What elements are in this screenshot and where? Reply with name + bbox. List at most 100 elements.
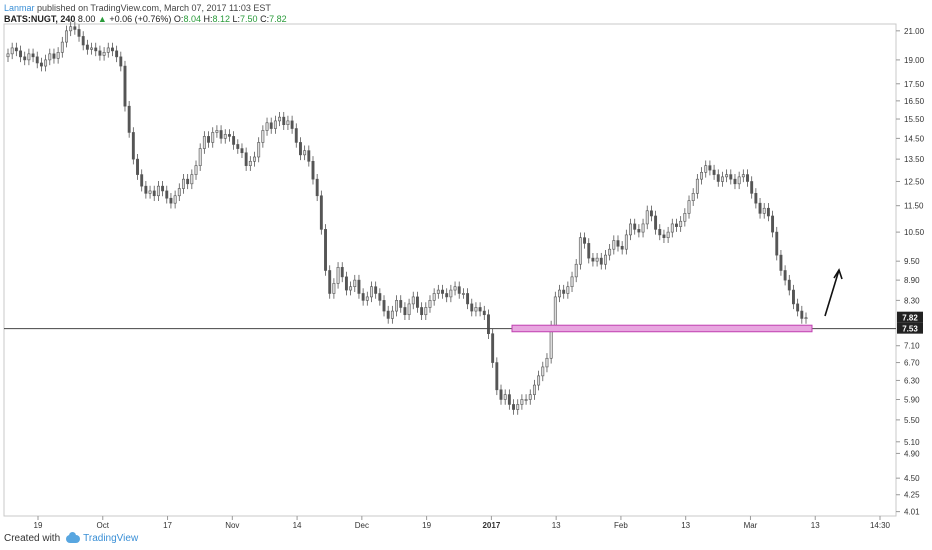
candle-body xyxy=(415,296,419,308)
candle-body xyxy=(194,165,198,175)
price-tick-label: 5.90 xyxy=(904,395,920,404)
candle-body xyxy=(624,234,628,250)
candle-body xyxy=(123,65,127,107)
candle-body xyxy=(662,234,666,238)
price-tick-label: 8.30 xyxy=(904,296,920,305)
candle-body xyxy=(587,243,591,259)
candle-body xyxy=(487,314,490,335)
candle-body xyxy=(173,195,177,204)
time-tick-label: 2017 xyxy=(482,521,500,530)
price-tick-label: 4.01 xyxy=(904,508,920,517)
candle-body xyxy=(257,142,261,158)
candle-body xyxy=(741,174,745,178)
candle-body xyxy=(56,52,60,59)
open-value: 8.04 xyxy=(183,14,201,24)
candle-body xyxy=(152,190,156,197)
candle-body xyxy=(758,202,762,214)
candle-body xyxy=(282,116,286,125)
candle-body xyxy=(411,296,415,305)
candle-body xyxy=(499,389,503,400)
candle-body xyxy=(725,174,729,178)
candle-body xyxy=(733,178,737,185)
candle-body xyxy=(278,116,282,122)
candle-body xyxy=(633,223,637,230)
candle-body xyxy=(457,286,461,294)
candle-body xyxy=(520,399,524,405)
last-price: 8.00 xyxy=(77,14,96,24)
price-tick-label: 15.50 xyxy=(904,115,925,124)
candle-body xyxy=(207,136,210,143)
candle-body xyxy=(52,53,56,59)
candle-body xyxy=(470,303,474,312)
candle-body xyxy=(294,128,298,143)
candle-body xyxy=(269,122,273,129)
candle-body xyxy=(186,178,190,185)
price-tick-label: 21.00 xyxy=(904,27,925,36)
candle-body xyxy=(311,160,315,180)
candle-body xyxy=(779,254,783,271)
candle-body xyxy=(704,165,708,173)
candle-body xyxy=(637,229,641,233)
candle-body xyxy=(612,240,616,250)
price-tick-label: 4.50 xyxy=(904,474,920,483)
drawing-overlays[interactable] xyxy=(4,268,896,333)
price-tick-label: 12.50 xyxy=(904,177,925,186)
candle-body xyxy=(165,190,169,199)
tradingview-brand[interactable]: TradingView xyxy=(66,532,138,546)
candle-body xyxy=(545,357,549,368)
published-text: published on TradingView.com, March 07, … xyxy=(37,3,271,13)
open-label: O: xyxy=(173,14,184,24)
candle-body xyxy=(654,215,658,230)
candle-body xyxy=(144,185,148,194)
price-tick-label: 16.50 xyxy=(904,97,925,106)
footer: Created with TradingView xyxy=(4,532,138,546)
change-up-icon: ▲ xyxy=(97,14,107,24)
candle-body xyxy=(466,293,470,305)
time-axis[interactable]: 19 Oct 17 Nov 14 Dec 19 2017 13 Feb 13 Mar 13 14:30 xyxy=(34,516,891,530)
price-tick-label: 5.50 xyxy=(904,416,920,425)
publish-header: Lanmar published on TradingView.com, Mar… xyxy=(4,2,271,14)
chart-frame xyxy=(3,23,897,517)
candle-body xyxy=(340,267,344,278)
candle-body xyxy=(219,130,223,139)
time-tick-label: 13 xyxy=(811,521,820,530)
candle-body xyxy=(395,300,399,312)
candle-body xyxy=(445,293,449,298)
candle-body xyxy=(73,26,77,30)
high-label: H: xyxy=(203,14,213,24)
candle-body xyxy=(6,53,10,58)
time-tick-label: Oct xyxy=(97,521,110,530)
candle-body xyxy=(441,289,444,294)
candle-body xyxy=(608,248,612,256)
candle-body xyxy=(156,185,160,197)
candle-body xyxy=(645,210,649,225)
candle-body xyxy=(148,190,152,194)
time-tick-label: 14 xyxy=(293,521,302,530)
time-tick-label: 13 xyxy=(681,521,690,530)
author-link[interactable]: Lanmar xyxy=(4,3,35,13)
candle-body xyxy=(595,257,599,262)
candle-body xyxy=(766,207,770,217)
close-value: 7.82 xyxy=(269,14,287,24)
candle-body xyxy=(428,300,432,308)
candle-body xyxy=(60,41,64,53)
candle-body xyxy=(578,237,582,265)
candle-body xyxy=(182,178,185,189)
candle-body xyxy=(403,307,407,316)
symbol-label[interactable]: BATS:NUGT, 240 xyxy=(4,14,76,24)
candle-body xyxy=(332,283,336,294)
candle-body xyxy=(461,293,465,295)
candle-body xyxy=(361,293,365,301)
candle-body xyxy=(528,394,532,400)
candle-body xyxy=(31,53,35,58)
candle-body xyxy=(315,178,319,197)
price-tag xyxy=(897,322,923,334)
candle-body xyxy=(679,220,683,227)
candle-body xyxy=(629,223,632,236)
candle-body xyxy=(787,279,791,291)
price-axis[interactable]: 21.00 19.00 17.50 16.50 15.50 14.50 13.50 12.50… xyxy=(896,27,925,517)
candle-body xyxy=(537,375,541,386)
candle-body xyxy=(558,289,561,298)
candle-body xyxy=(474,307,478,312)
